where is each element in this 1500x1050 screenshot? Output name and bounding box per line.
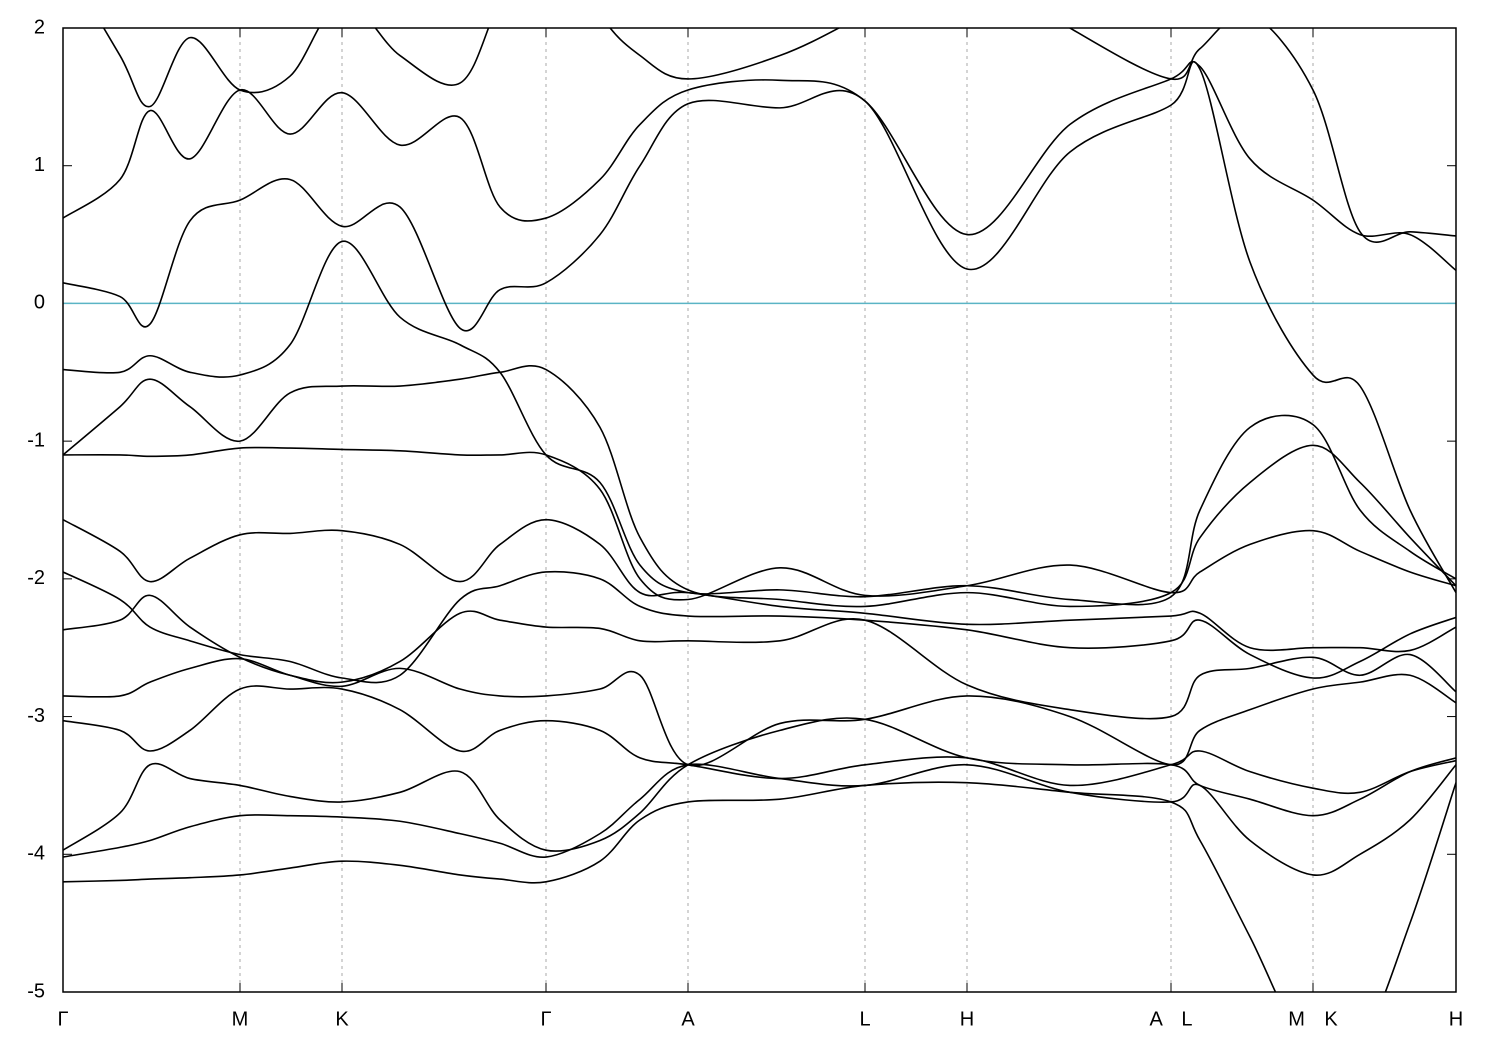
band-line: [63, 446, 1456, 601]
y-tick-label: -3: [27, 705, 45, 727]
plot-frame: [62, 27, 1457, 993]
x-tick-label: Γ: [540, 1008, 551, 1030]
x-tick-label: A: [681, 1008, 695, 1030]
band-line: [63, 240, 1456, 606]
band-line: [63, 518, 1456, 653]
x-tick-label: L: [859, 1008, 870, 1030]
y-tick-label: -2: [27, 567, 45, 589]
y-tick-label: -4: [27, 843, 45, 865]
y-tick-label: -5: [27, 980, 45, 1002]
band-line: [63, 594, 1456, 720]
x-tick-label: M: [232, 1008, 249, 1030]
band-line: [63, 657, 1456, 767]
band-line: [63, 685, 1456, 795]
y-tick-label: 2: [34, 16, 45, 38]
band-line: [63, 781, 1456, 992]
band-line: [63, 60, 1456, 272]
band-line: [63, 570, 1456, 684]
bands: [63, 28, 1456, 992]
x-tick-label: A L: [1150, 1008, 1193, 1030]
band-line: [63, 60, 1456, 594]
band-line: [63, 365, 1456, 608]
x-tick-label: Γ: [57, 1008, 68, 1030]
x-tick-label: M K: [1288, 1008, 1338, 1030]
x-tick-label: H: [960, 1008, 974, 1030]
y-tick-label: 0: [34, 292, 45, 314]
tick-labels: -5 -4 -3 -2 -1 0 1 2 Γ M K Γ A L H A L M K H: [27, 16, 1463, 1030]
y-tick-label: 1: [34, 154, 45, 176]
band-line: [63, 717, 1456, 852]
grid: [62, 27, 1457, 993]
x-tick-label: K: [335, 1008, 349, 1030]
band-line: [102, 28, 1456, 243]
y-tick-label: -1: [27, 429, 45, 451]
band-line: [63, 763, 1456, 876]
x-tick-label: H: [1449, 1008, 1463, 1030]
